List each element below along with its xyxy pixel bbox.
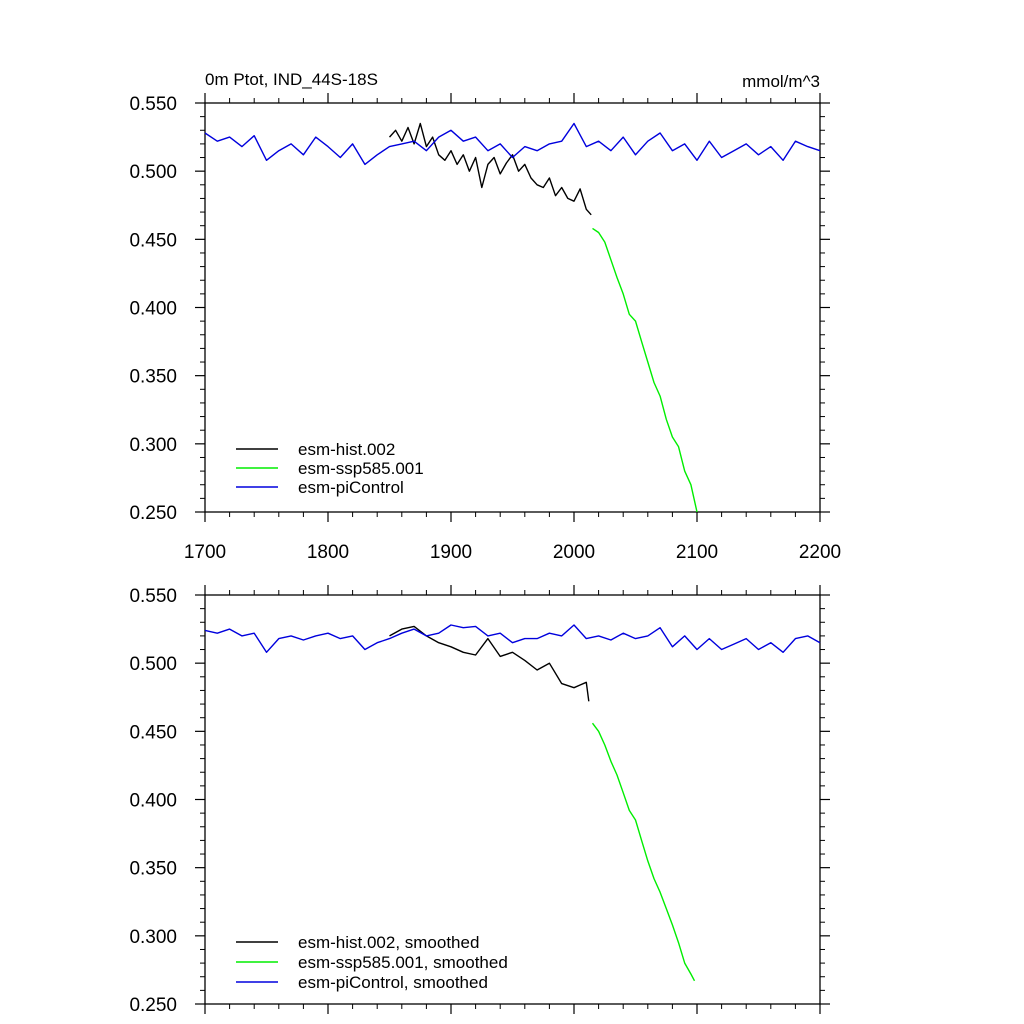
y-tick-label: 0.450 [129, 722, 177, 743]
series-line-ssp [592, 227, 698, 513]
x-tick-label: 2100 [676, 542, 718, 563]
x-tick-label: 2200 [799, 542, 841, 563]
x-tick-label: 1700 [184, 542, 226, 563]
y-tick-label: 0.250 [129, 995, 177, 1016]
units-label: mmol/m^3 [742, 72, 820, 91]
x-tick-label: 1800 [307, 542, 349, 563]
legend-label-pi: esm-piControl [298, 478, 404, 497]
y-tick-label: 0.400 [129, 299, 177, 320]
legend-label-pi: esm-piControl, smoothed [298, 973, 488, 992]
y-tick-label: 0.500 [129, 654, 177, 675]
legend-label-hist: esm-hist.002, smoothed [298, 933, 479, 952]
y-tick-label: 0.350 [129, 367, 177, 388]
y-tick-label: 0.500 [129, 162, 177, 183]
x-tick-label: 2000 [553, 542, 595, 563]
legend-label-hist: esm-hist.002 [298, 440, 395, 459]
y-tick-label: 0.300 [129, 435, 177, 456]
series-line-pi [204, 624, 821, 653]
y-tick-label: 0.250 [129, 503, 177, 524]
y-tick-label: 0.300 [129, 927, 177, 948]
legend-label-ssp: esm-ssp585.001 [298, 459, 424, 478]
top-panel: 0m Ptot, IND_44S-18S mmol/m^3 1700 1800 19… [129, 70, 841, 563]
series-line-hist [389, 625, 590, 702]
y-tick-label: 0.450 [129, 230, 177, 251]
series-line-hist [388, 122, 592, 216]
chart-title: 0m Ptot, IND_44S-18S [205, 70, 378, 89]
series-line-ssp [591, 722, 696, 982]
y-tick-label: 0.350 [129, 859, 177, 880]
y-tick-label: 0.550 [129, 586, 177, 607]
x-tick-label: 1900 [430, 542, 472, 563]
y-tick-label: 0.550 [129, 94, 177, 115]
y-tick-label: 0.400 [129, 791, 177, 812]
bottom-panel: 0.250 0.300 0.350 0.400 0.450 0.500 0.550 esm-h… [129, 585, 830, 1016]
series-line-pi [204, 122, 821, 166]
legend-label-ssp: esm-ssp585.001, smoothed [298, 953, 508, 972]
